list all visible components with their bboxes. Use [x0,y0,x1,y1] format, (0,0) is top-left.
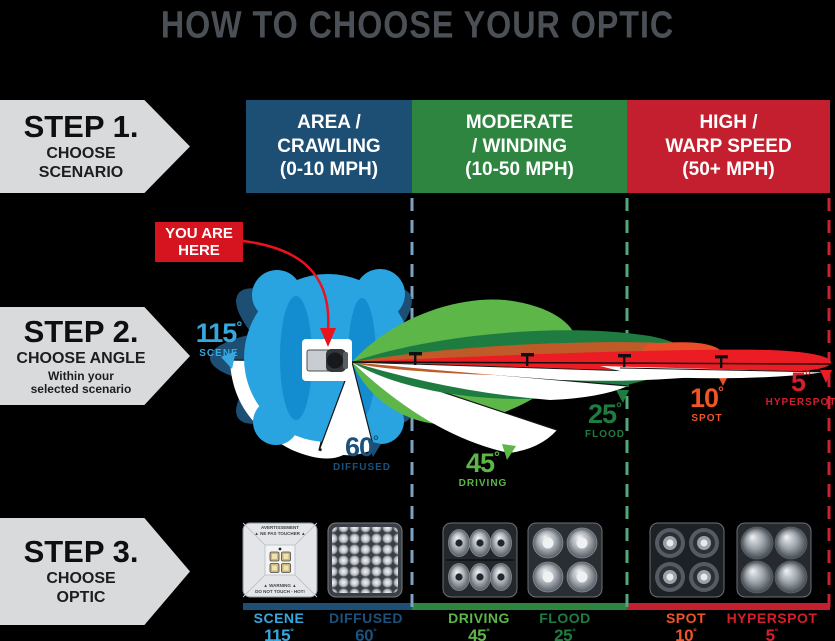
optic-angle: 60 [355,626,374,641]
optic-angle: 45 [468,626,487,641]
zone-bar-red [627,603,830,610]
hyperspot-angle-line [619,367,827,373]
flood-angle-arrowhead [616,390,629,403]
angle-label-driving: 45° DRIVING [459,450,508,489]
optic-label-scene: SCENE 115° [254,611,305,641]
degree-symbol: ° [290,626,294,637]
degree-symbol: ° [718,385,724,401]
spot-optic-image [649,522,725,598]
diffused-angle-wedge [320,362,374,456]
degree-symbol: ° [236,320,243,336]
scene-beam-shade-left [280,296,312,420]
flood-angle-name: FLOOD [585,429,625,440]
degree-symbol: ° [616,401,622,417]
hyperspot-optic-image [736,522,812,598]
optic-label-spot: SPOT 10° [666,611,706,641]
flood-optic-image [527,522,603,598]
diffused-angle-value: 60 [345,432,374,462]
step-2-note: Within your selected scenario [30,369,132,397]
angle-label-scene: 115° SCENE [196,320,243,359]
optic-name: SPOT [665,610,707,626]
step-2-subtitle: CHOOSE ANGLE [16,349,146,367]
degree-symbol: ° [373,434,379,450]
step-3-arrow: STEP 3. CHOOSE OPTIC [0,518,190,625]
optic-name: HYPERSPOT [726,610,818,626]
scenario-moderate-winding: MODERATE / WINDING (10-50 MPH) [412,100,627,193]
flood-angle-wedge [352,362,628,400]
degree-symbol: ° [373,626,377,637]
step-1-arrow: STEP 1. CHOOSE SCENARIO [0,100,190,193]
zone-bar-green [412,603,627,610]
step-1-subtitle: CHOOSE SCENARIO [38,145,124,181]
diffused-angle-name: DIFFUSED [333,462,391,473]
spot-angle-name: SPOT [691,413,723,424]
zone-bar-blue [243,603,412,610]
optic-angle: 10 [675,626,694,641]
optic-name: SCENE [253,610,305,626]
driving-angle-name: DRIVING [458,478,508,489]
driving-angle-wedge [352,362,557,453]
hyperspot-angle-name: HYPERSPOT [765,397,835,408]
scenario-high-warp-speed: HIGH / WARP SPEED (50+ MPH) [627,100,830,193]
degree-symbol: ° [486,626,490,637]
hyperspot-angle-arrowhead [820,370,832,383]
degree-symbol: ° [805,369,811,385]
step-3-subtitle: CHOOSE OPTIC [46,570,116,606]
optic-name: FLOOD [539,610,591,626]
driving-angle-value: 45 [466,448,495,478]
page-title: HOW TO CHOOSE YOUR OPTIC [160,3,675,47]
driving-angle-arrowhead [502,444,516,460]
scene-angle-arrowhead [221,351,236,369]
you-are-here-arrow [242,239,330,331]
step-2-arrow: STEP 2. CHOOSE ANGLE Within your selecte… [0,307,190,405]
step-2-title: STEP 2. [23,313,139,349]
optic-label-diffused: DIFFUSED 60° [329,611,403,641]
step-1-title: STEP 1. [23,109,139,145]
optic-angle: 25 [554,626,573,641]
degree-symbol: ° [572,626,576,637]
angle-label-hyperspot: 5° HYPERSPOT [766,369,835,408]
you-are-here-arrowhead [320,328,336,347]
scene-angle-name: SCENE [199,348,239,359]
scene-optic-image [242,522,318,598]
driving-optic-image [442,522,518,598]
degree-symbol: ° [774,626,779,637]
optic-label-hyperspot: HYPERSPOT 5° [727,611,818,641]
angle-label-flood: 25° FLOOD [585,401,625,440]
diffused-angle-arrowhead [368,441,381,457]
flood-angle-value: 25 [588,399,617,429]
scene-optic-warning-top: AVERTISSEMENT ▲ NE PAS TOUCHER ▲ [254,525,306,536]
optic-name: DIFFUSED [329,610,403,626]
you-are-here-badge: YOU ARE HERE [155,222,243,262]
optic-name: DRIVING [448,610,510,626]
optic-label-driving: DRIVING 45° [448,611,510,641]
vehicle-marker [302,339,352,381]
step-3-title: STEP 3. [23,534,139,570]
degree-symbol: ° [494,450,500,466]
optic-angle: 115 [264,626,291,641]
distance-markers [409,352,728,368]
hyperspot-beam [352,349,831,373]
optic-label-flood: FLOOD 25° [539,611,591,641]
diffused-optic-image [327,522,403,598]
scene-optic-warning-bottom: ▲ WARNING ▲ DO NOT TOUCH - HOT! [255,583,305,594]
hyperspot-angle-value: 5 [791,367,806,397]
beam-center-line [351,361,832,365]
degree-symbol: ° [693,626,697,637]
angle-label-diffused: 60° DIFFUSED [333,434,391,473]
spot-angle-wedge [352,362,723,381]
angle-label-spot: 10° SPOT [690,385,724,424]
optic-angle: 5 [765,626,775,641]
spot-angle-value: 10 [690,383,719,413]
scenario-area-crawling: AREA / CRAWLING (0-10 MPH) [246,100,412,193]
scene-angle-value: 115 [195,318,238,348]
